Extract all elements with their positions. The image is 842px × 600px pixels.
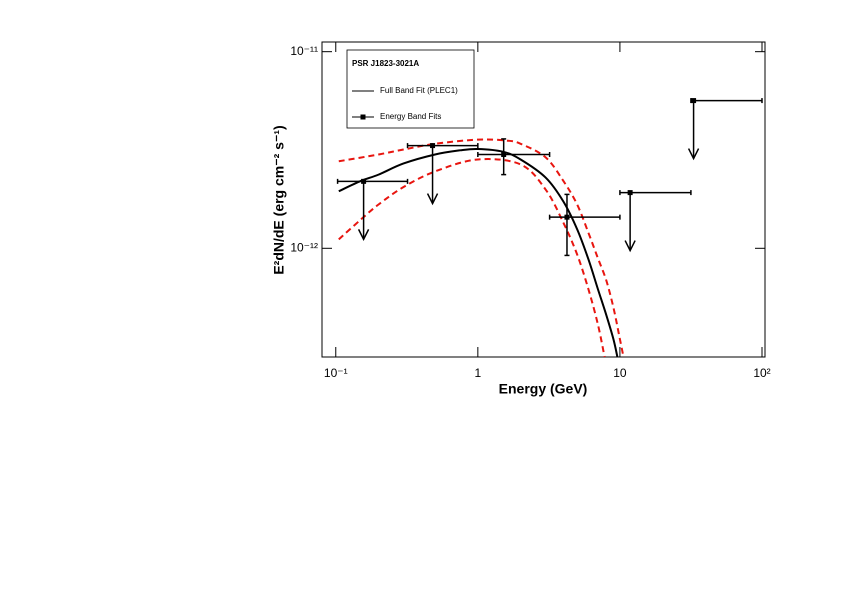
legend-label: Energy Band Fits bbox=[380, 112, 441, 121]
plot-frame bbox=[321, 41, 766, 358]
data-point bbox=[501, 151, 507, 157]
legend-box bbox=[346, 49, 475, 129]
x-tick-label: 1 bbox=[474, 366, 481, 380]
x-axis-label: Energy (GeV) bbox=[499, 381, 588, 397]
upper-limit-head bbox=[624, 240, 636, 253]
uncertainty-band bbox=[338, 138, 625, 357]
data-point bbox=[564, 214, 570, 220]
y-axis-label: E²dN/dE (erg cm⁻² s⁻¹) bbox=[271, 125, 287, 274]
legend-symbol bbox=[360, 114, 366, 120]
upper-limit-head bbox=[687, 148, 700, 161]
legend-title: PSR J1823-3021A bbox=[352, 59, 419, 68]
data-point bbox=[430, 143, 436, 149]
y-tick-label: 10⁻¹¹ bbox=[290, 44, 318, 58]
data-point bbox=[627, 190, 633, 196]
x-tick-label: 10⁻¹ bbox=[324, 366, 348, 380]
uncertainty-band bbox=[338, 158, 606, 357]
legend-label: Full Band Fit (PLEC1) bbox=[380, 86, 458, 95]
y-tick-label: 10⁻¹² bbox=[290, 240, 318, 254]
upper-limit-head bbox=[426, 193, 439, 206]
x-tick-label: 10² bbox=[753, 366, 770, 380]
x-tick-label: 10 bbox=[613, 366, 627, 380]
fit-curve bbox=[338, 147, 619, 357]
plot-area bbox=[336, 98, 763, 357]
upper-limit-head bbox=[357, 229, 370, 242]
data-point bbox=[691, 98, 697, 104]
data-point bbox=[361, 178, 367, 184]
